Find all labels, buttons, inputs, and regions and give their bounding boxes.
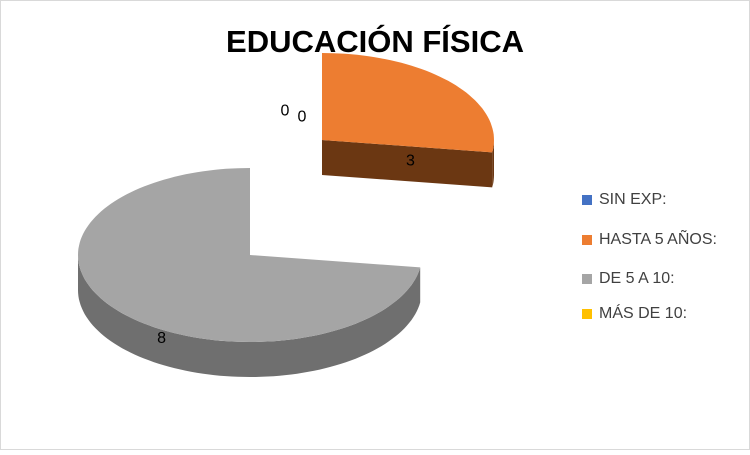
chart-title: EDUCACIÓN FÍSICA xyxy=(226,23,524,59)
slice-wall xyxy=(492,140,494,188)
legend-swatch xyxy=(582,235,592,245)
legend-swatch xyxy=(582,274,592,284)
data-label: 3 xyxy=(406,152,415,169)
data-label: 8 xyxy=(157,330,166,347)
legend-label: MÁS DE 10: xyxy=(599,303,687,322)
data-label: 0 xyxy=(298,109,307,126)
legend-label: HASTA 5 AÑOS: xyxy=(599,228,717,248)
legend-swatch xyxy=(582,195,592,205)
slice xyxy=(322,53,494,153)
legend-swatch xyxy=(582,309,592,319)
legend-label: DE 5 A 10: xyxy=(599,270,675,287)
slice-side xyxy=(322,140,493,188)
data-label: 0 xyxy=(281,103,290,120)
legend-label: SIN EXP: xyxy=(599,191,667,208)
slice xyxy=(78,168,421,342)
slice-wall xyxy=(78,255,421,377)
